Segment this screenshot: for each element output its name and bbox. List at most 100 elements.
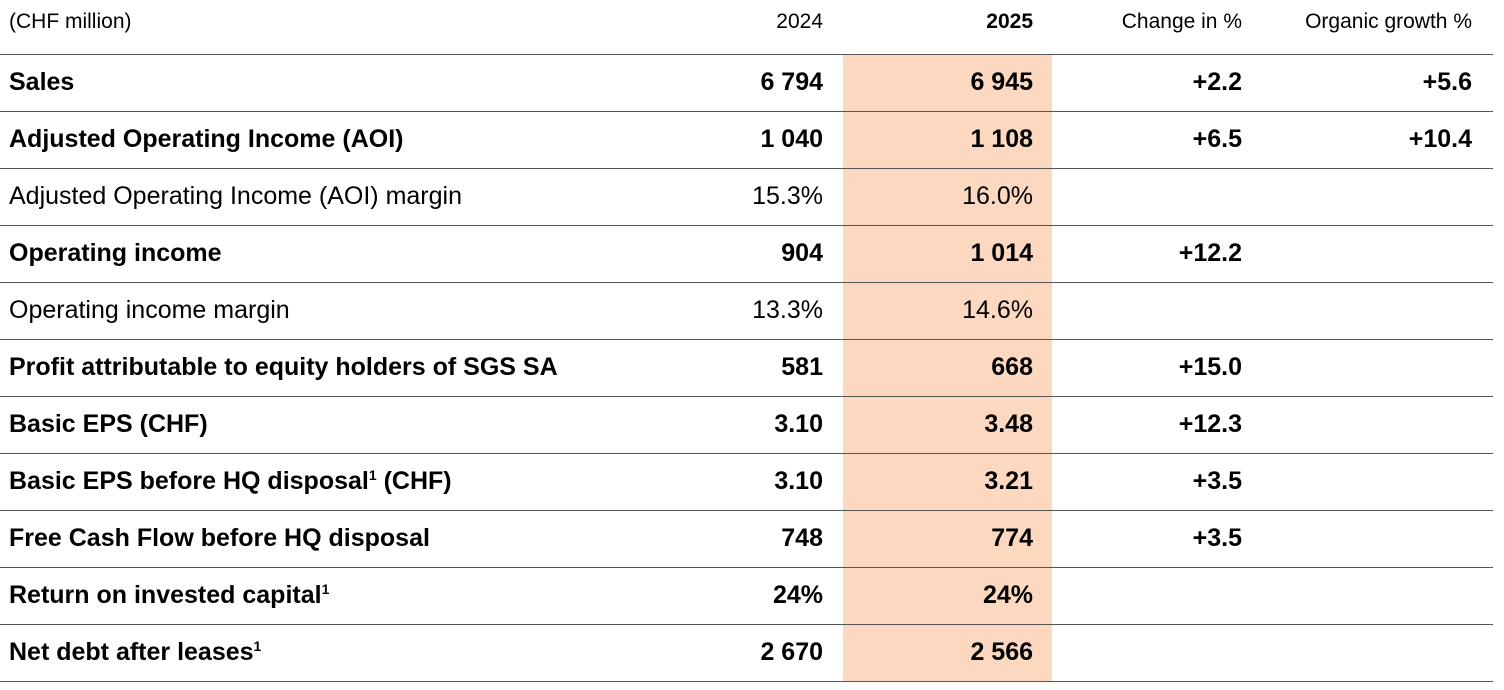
value: 13.3% xyxy=(752,296,823,324)
value: 24% xyxy=(772,581,823,609)
value-cell: +6.5 xyxy=(1052,111,1262,169)
table-row: Basic EPS (CHF) 3.10 3.48 +12.3 xyxy=(0,396,1493,454)
value-cell: 13.3% xyxy=(640,282,843,340)
value: 3.48 xyxy=(984,410,1033,438)
value-cell xyxy=(1262,168,1493,226)
value-cell xyxy=(1052,567,1262,625)
header-cell: Organic growth % xyxy=(1262,0,1493,55)
header-cell: Change in % xyxy=(1052,0,1262,55)
row-label-cell: Sales xyxy=(0,54,640,112)
row-label-cell: Profit attributable to equity holders of… xyxy=(0,339,640,397)
value: +3.5 xyxy=(1192,467,1242,495)
value: +15.0 xyxy=(1178,353,1242,381)
value: +12.3 xyxy=(1178,410,1242,438)
value-cell xyxy=(1262,510,1493,568)
row-label-cell: Free Cash Flow before HQ disposal xyxy=(0,510,640,568)
value: 2 566 xyxy=(970,638,1033,666)
value-cell xyxy=(1052,624,1262,682)
value: 3.21 xyxy=(984,467,1033,495)
row-label-suffix: (CHF) xyxy=(383,467,452,495)
value-cell: 3.21 xyxy=(843,453,1052,511)
table-row: Basic EPS before HQ disposal1 (CHF) 3.10 3… xyxy=(0,453,1493,511)
table-body: Sales 6 794 6 945 +2.2 +5.6 Adjusted Operatin… xyxy=(0,54,1493,682)
header-cell: 2025 xyxy=(843,0,1052,55)
value-cell: 2 670 xyxy=(640,624,843,682)
table-row: Operating income 904 1 014 +12.2 xyxy=(0,225,1493,283)
row-label: Net debt after leases xyxy=(9,638,254,666)
footnote-ref: 1 xyxy=(368,467,377,483)
value: 14.6% xyxy=(962,296,1033,324)
value: 904 xyxy=(781,239,823,267)
row-label: Adjusted Operating Income (AOI) margin xyxy=(9,182,462,210)
value: 15.3% xyxy=(752,182,823,210)
row-label-cell: Basic EPS before HQ disposal1 (CHF) xyxy=(0,453,640,511)
value-cell: +10.4 xyxy=(1262,111,1493,169)
row-label: Adjusted Operating Income (AOI) xyxy=(9,125,404,153)
value-cell: 1 014 xyxy=(843,225,1052,283)
table-row: Free Cash Flow before HQ disposal 748 774 +… xyxy=(0,510,1493,568)
value-cell: 24% xyxy=(843,567,1052,625)
value: 3.10 xyxy=(774,467,823,495)
value-cell: 14.6% xyxy=(843,282,1052,340)
value: +3.5 xyxy=(1192,524,1242,552)
value-cell: 668 xyxy=(843,339,1052,397)
value-cell xyxy=(1262,339,1493,397)
value: 1 108 xyxy=(970,125,1033,153)
row-label: Profit attributable to equity holders of… xyxy=(9,353,558,381)
table-row: Net debt after leases1 2 670 2 566 xyxy=(0,624,1493,682)
value-cell: +3.5 xyxy=(1052,453,1262,511)
row-label: Return on invested capital xyxy=(9,581,322,609)
row-label-cell: Basic EPS (CHF) xyxy=(0,396,640,454)
value-cell: +12.3 xyxy=(1052,396,1262,454)
value-cell: 24% xyxy=(640,567,843,625)
row-label-cell: Operating income margin xyxy=(0,282,640,340)
row-label: Basic EPS before HQ disposal xyxy=(9,467,369,495)
value-cell: 15.3% xyxy=(640,168,843,226)
value: 24% xyxy=(982,581,1033,609)
value-cell xyxy=(1262,282,1493,340)
value-cell: 6 794 xyxy=(640,54,843,112)
value-cell xyxy=(1052,168,1262,226)
value: +10.4 xyxy=(1408,125,1472,153)
value-cell xyxy=(1262,225,1493,283)
row-label: Basic EPS (CHF) xyxy=(9,410,208,438)
row-label: Sales xyxy=(9,68,75,96)
table-row: Adjusted Operating Income (AOI) 1 040 1 10… xyxy=(0,111,1493,169)
value-cell: +5.6 xyxy=(1262,54,1493,112)
value-cell: 3.48 xyxy=(843,396,1052,454)
value-cell: 581 xyxy=(640,339,843,397)
value-cell xyxy=(1262,453,1493,511)
value: +12.2 xyxy=(1178,239,1242,267)
row-label-cell: Adjusted Operating Income (AOI) margin xyxy=(0,168,640,226)
table-row: Profit attributable to equity holders of… xyxy=(0,339,1493,397)
value-cell: 1 108 xyxy=(843,111,1052,169)
value: 6 794 xyxy=(760,68,823,96)
header-cell: (CHF million) xyxy=(0,0,640,55)
value-cell: 2 566 xyxy=(843,624,1052,682)
row-label: Operating income margin xyxy=(9,296,290,324)
header-cell: 2024 xyxy=(640,0,843,55)
value-cell xyxy=(1262,624,1493,682)
row-label-cell: Net debt after leases1 xyxy=(0,624,640,682)
row-label-cell: Operating income xyxy=(0,225,640,283)
value-cell xyxy=(1262,567,1493,625)
row-label-cell: Return on invested capital1 xyxy=(0,567,640,625)
value-cell: +12.2 xyxy=(1052,225,1262,283)
value-cell: 3.10 xyxy=(640,453,843,511)
value-cell: +15.0 xyxy=(1052,339,1262,397)
table-row: Operating income margin 13.3% 14.6% xyxy=(0,282,1493,340)
row-label: Operating income xyxy=(9,239,222,267)
value: 581 xyxy=(781,353,823,381)
value: +5.6 xyxy=(1422,68,1472,96)
value: +6.5 xyxy=(1192,125,1242,153)
footnote-ref: 1 xyxy=(253,638,262,654)
footnote-ref: 1 xyxy=(321,581,330,597)
value: 668 xyxy=(991,353,1033,381)
value-cell xyxy=(1052,282,1262,340)
value-cell: +2.2 xyxy=(1052,54,1262,112)
value-cell: 6 945 xyxy=(843,54,1052,112)
value: 16.0% xyxy=(962,182,1033,210)
